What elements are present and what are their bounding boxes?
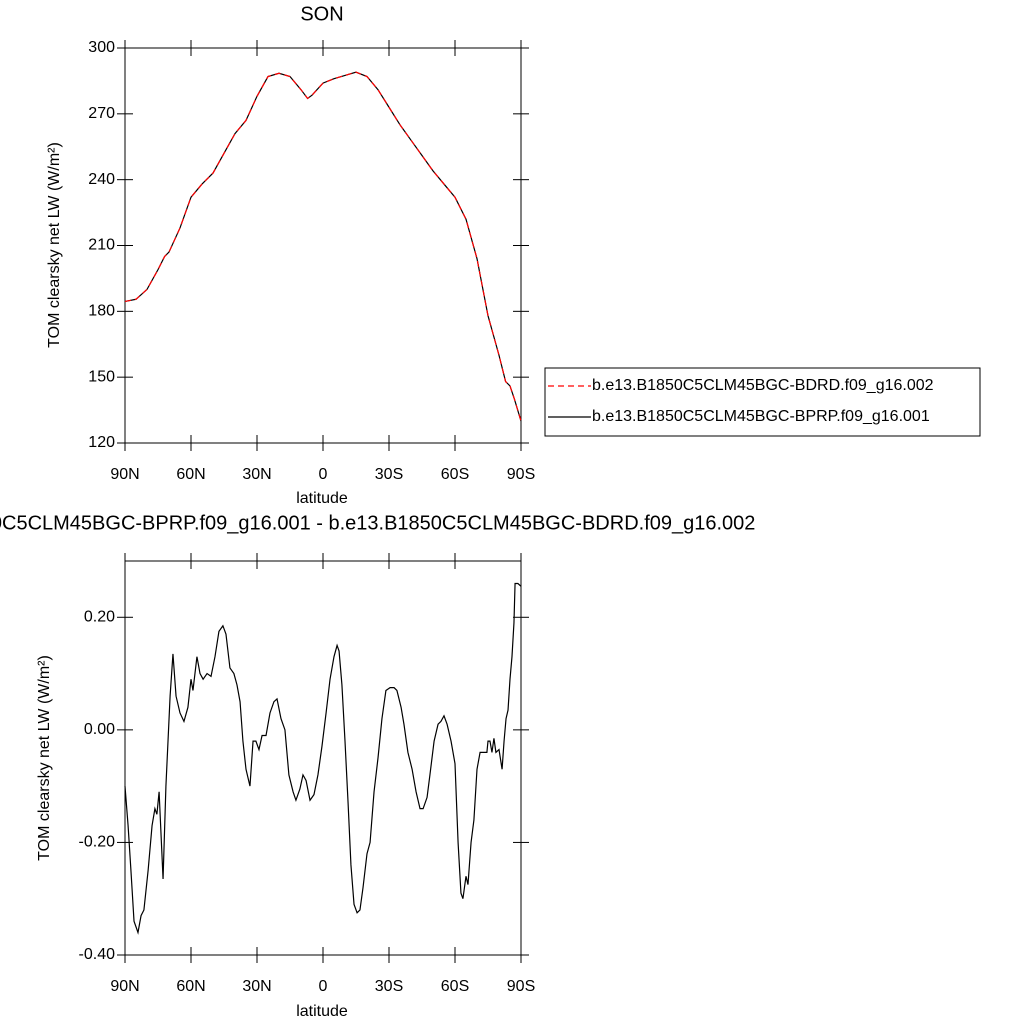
x-tick-label: 90N — [110, 978, 139, 995]
x-tick-label: 30S — [375, 978, 403, 995]
chart-title: b.e13.B1850C5CLM45BGC-BPRP.f09_g16.001 -… — [0, 512, 755, 534]
y-axis-label: TOM clearsky net LW (W/m²) — [46, 142, 63, 348]
y-tick-label: 120 — [88, 434, 115, 451]
legend-label: b.e13.B1850C5CLM45BGC-BPRP.f09_g16.001 — [592, 408, 930, 425]
y-tick-label: 0.00 — [84, 721, 115, 738]
y-tick-label: 270 — [88, 105, 115, 122]
x-tick-label: 60N — [176, 978, 205, 995]
data-line — [124, 582, 522, 935]
x-axis-label: latitude — [296, 1003, 348, 1020]
y-tick-label: 300 — [88, 39, 115, 56]
legend-label: b.e13.B1850C5CLM45BGC-BDRD.f09_g16.002 — [592, 377, 934, 394]
y-tick-label: 240 — [88, 171, 115, 188]
x-tick-label: 60N — [176, 466, 205, 483]
x-tick-label: 90N — [110, 466, 139, 483]
x-tick-label: 60S — [441, 466, 469, 483]
x-tick-label: 0 — [319, 466, 328, 483]
y-tick-label: -0.20 — [79, 834, 116, 851]
y-axis-label: TOM clearsky net LW (W/m²) — [36, 655, 53, 861]
y-tick-label: 180 — [88, 303, 115, 320]
x-tick-label: 90S — [507, 978, 535, 995]
x-tick-label: 0 — [319, 978, 328, 995]
legend-box — [544, 367, 981, 437]
data-line — [124, 71, 522, 422]
plot-frame — [124, 47, 522, 444]
chart-title: SON — [300, 3, 343, 25]
x-axis-label: latitude — [296, 490, 348, 507]
y-tick-label: 210 — [88, 237, 115, 254]
x-tick-label: 60S — [441, 978, 469, 995]
x-tick-label: 90S — [507, 466, 535, 483]
x-tick-label: 30N — [242, 978, 271, 995]
y-tick-label: -0.40 — [79, 946, 116, 963]
y-tick-label: 150 — [88, 368, 115, 385]
x-tick-label: 30S — [375, 466, 403, 483]
x-tick-label: 30N — [242, 466, 271, 483]
data-line — [124, 71, 522, 422]
y-tick-label: 0.20 — [84, 609, 115, 626]
